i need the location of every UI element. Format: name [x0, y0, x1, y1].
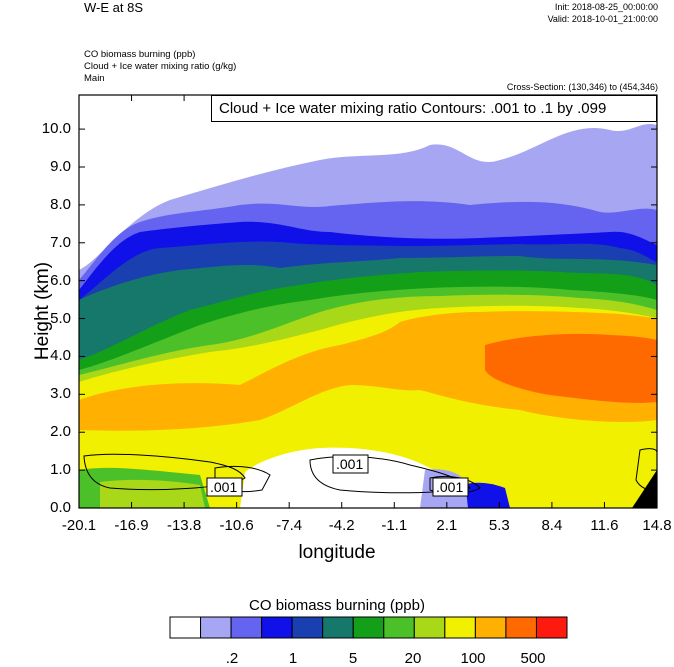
y-tick-label: 2.0 [50, 423, 71, 441]
colorbar-swatch [200, 616, 232, 639]
x-tick-label: 5.3 [488, 517, 510, 534]
colorbar-swatch [444, 616, 476, 639]
cross-section-label: Cross-Section: (130,346) to (454,346) [506, 82, 658, 92]
x-tick-label: -4.2 [328, 517, 355, 534]
colorbar-swatch [505, 616, 537, 639]
heatmap-field [79, 95, 657, 508]
colorbar-swatch [169, 616, 202, 639]
y-tick-label: 1.0 [50, 461, 71, 479]
contour-line-labels: .001 .001 .001 [206, 454, 469, 497]
y-tick-label: 9.0 [50, 157, 71, 175]
y-tick-label: 5.0 [50, 309, 71, 327]
colorbar-swatch [261, 616, 293, 639]
x-tick-label: 14.8 [642, 517, 672, 534]
x-tick-label: 11.6 [590, 517, 619, 534]
y-tick-label: 7.0 [50, 233, 71, 251]
x-tick-label: -1.1 [381, 517, 408, 534]
colorbar-swatch [383, 616, 415, 639]
colorbar-tick-label: 100 [460, 650, 486, 667]
contour-label-1: .001 [336, 456, 363, 472]
colorbar-swatch [322, 616, 354, 639]
x-axis-title: longitude [298, 542, 376, 563]
y-tick-label: 6.0 [50, 271, 71, 289]
x-tick-label: 8.4 [541, 517, 563, 534]
colorbar-swatch [413, 616, 446, 639]
contour-label-3: .001 [436, 479, 463, 495]
colorbar-swatch [291, 616, 324, 639]
y-tick-label: 8.0 [50, 195, 71, 213]
colorbar-tick-label: 500 [520, 650, 546, 667]
valid-time: Valid: 2018-10-01_21:00:00 [547, 14, 658, 24]
colorbar-swatch [230, 616, 263, 639]
colorbar-tick-label: 20 [404, 650, 422, 667]
y-tick-label: 0.0 [50, 499, 71, 516]
colorbar-title: CO biomass burning (ppb) [249, 597, 425, 614]
x-tick-label: -13.8 [166, 517, 202, 534]
colorbar [169, 616, 568, 639]
contour-label-2: .001 [210, 479, 237, 495]
field-desc-co: CO biomass burning (ppb) [84, 49, 196, 60]
field-desc-cloud: Cloud + Ice water mixing ratio (g/kg) [84, 61, 237, 72]
init-time: Init: 2018-08-25_00:00:00 [554, 2, 658, 12]
colorbar-tick-label: 1 [288, 650, 298, 667]
colorbar-tick-label: .2 [225, 650, 239, 667]
plot-title: W-E at 8S [84, 0, 144, 15]
co-band-11 [485, 333, 657, 403]
colorbar-swatch [352, 616, 385, 639]
contour-info-label: Cloud + Ice water mixing ratio Contours:… [211, 95, 657, 122]
x-tick-label: -16.9 [114, 517, 149, 534]
colorbar-tick-label: 5 [348, 650, 358, 667]
x-tick-label: 2.1 [436, 517, 458, 534]
co-low-yellowgreen [100, 479, 205, 508]
colorbar-swatch [535, 616, 568, 639]
y-tick-label: 4.0 [50, 347, 71, 365]
x-tick-label: -7.4 [276, 517, 303, 534]
x-tick-label: -20.1 [61, 517, 97, 534]
co-corner-black [632, 470, 657, 508]
colorbar-swatch [474, 616, 507, 639]
field-desc-main: Main [84, 73, 105, 84]
y-tick-marks [79, 128, 657, 509]
y-tick-label: 10.0 [41, 120, 71, 138]
y-tick-label: 3.0 [50, 385, 71, 403]
x-tick-label: -10.6 [219, 517, 254, 534]
